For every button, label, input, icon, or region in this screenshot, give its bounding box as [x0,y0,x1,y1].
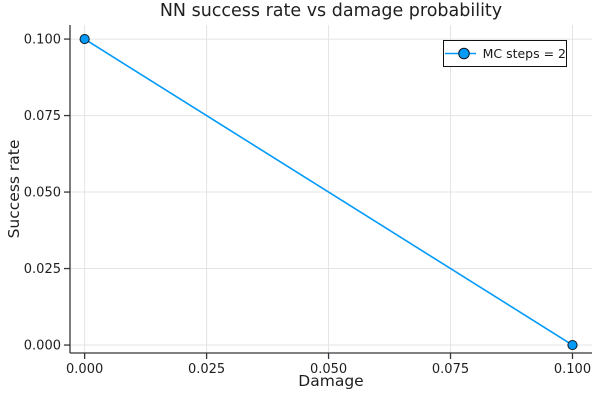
series-line [84,38,573,346]
y-tick-label: 0.050 [24,186,61,201]
chart-title: NN success rate vs damage probability [159,1,503,21]
y-tick-label: 0.025 [24,262,61,277]
x-axis-label: Damage [298,372,364,390]
x-tick-label: 0.075 [432,362,469,377]
legend-box: MC steps = 2 [443,40,567,67]
data-point-marker [79,33,90,45]
y-tick-label: 0.075 [24,109,61,124]
y-axis-label: Success rate [5,139,23,239]
x-tick-label: 0.025 [188,362,225,377]
y-tick-label: 0.100 [24,33,61,48]
legend-entry-label: MC steps = 2 [482,46,566,61]
y-tick-label: 0.000 [24,339,61,354]
x-tick-label: 0.100 [554,362,591,377]
legend-series-sample [445,47,476,60]
legend-marker-icon [458,47,470,60]
x-tick-label: 0.000 [66,362,103,377]
x-tick-label: 0.050 [310,362,347,377]
data-point-marker [567,339,578,351]
